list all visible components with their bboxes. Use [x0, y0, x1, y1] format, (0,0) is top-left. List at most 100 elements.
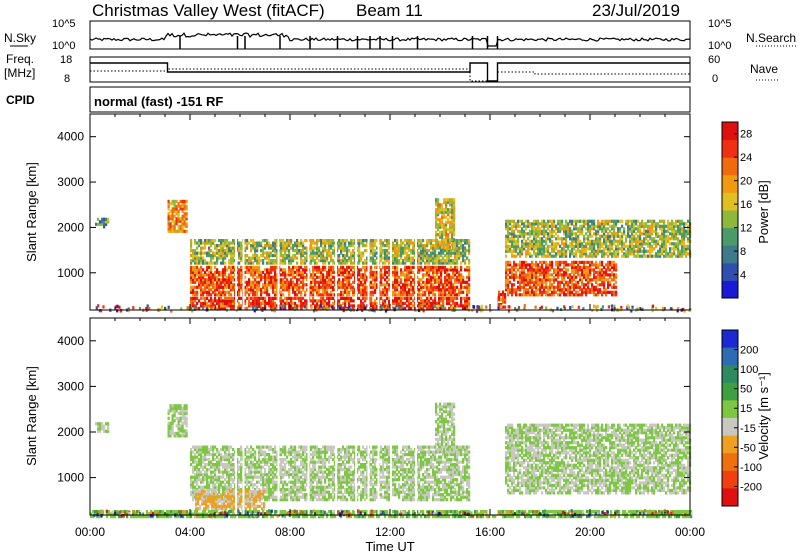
data-cell [541, 261, 543, 264]
data-cell [408, 266, 410, 269]
data-cell [595, 225, 597, 228]
data-cell [639, 255, 641, 258]
data-cell [294, 291, 296, 294]
data-cell [292, 266, 294, 269]
data-cell [272, 266, 274, 269]
data-cell [204, 278, 206, 281]
data-cell [537, 263, 539, 266]
data-cell [567, 222, 569, 225]
data-cell [350, 252, 352, 255]
data-cell [294, 271, 296, 274]
data-cell [294, 276, 296, 279]
data-cell [531, 255, 533, 258]
data-cell [296, 257, 298, 260]
data-cell [312, 266, 314, 269]
data-cell [262, 276, 264, 279]
data-cell [206, 262, 208, 265]
data-cell [665, 235, 667, 238]
data-cell [362, 266, 364, 269]
data-cell [220, 278, 222, 281]
data-cell [342, 291, 344, 294]
data-cell [190, 239, 192, 242]
data-cell [651, 245, 653, 248]
data-cell [332, 302, 334, 305]
data-cell [350, 273, 352, 276]
data-cell [450, 276, 452, 279]
data-cell [619, 247, 621, 250]
data-cell [250, 266, 252, 269]
data-cell [374, 299, 376, 302]
data-cell [447, 228, 449, 231]
data-cell [230, 297, 232, 300]
data-cell [447, 198, 449, 201]
data-cell [340, 291, 342, 294]
data-cell [428, 239, 430, 242]
data-cell [408, 254, 410, 257]
data-cell [443, 246, 445, 249]
data-cell [338, 254, 340, 257]
data-cell [256, 297, 258, 300]
data-cell [559, 245, 561, 248]
data-cell [440, 266, 442, 269]
data-cell [607, 255, 609, 258]
data-cell [238, 262, 240, 265]
data-cell [350, 297, 352, 300]
data-cell [567, 245, 569, 248]
data-cell [559, 250, 561, 253]
data-cell [97, 218, 99, 221]
noise-cell [442, 306, 444, 309]
data-cell [428, 286, 430, 289]
data-cell [677, 237, 679, 240]
data-cell [549, 220, 551, 223]
data-cell [380, 268, 382, 271]
data-cell [511, 225, 513, 228]
data-cell [412, 286, 414, 289]
data-cell [565, 293, 567, 296]
data-cell [555, 268, 557, 271]
data-cell [340, 297, 342, 300]
data-cell [449, 246, 451, 249]
data-cell [262, 291, 264, 294]
data-cell [551, 291, 553, 294]
data-cell [248, 288, 250, 291]
noise-cell [571, 305, 573, 308]
data-cell [352, 266, 354, 269]
data-cell [314, 266, 316, 269]
data-cell [645, 222, 647, 225]
data-cell [555, 252, 557, 255]
data-cell [326, 249, 328, 252]
data-cell [460, 273, 462, 276]
data-cell [655, 222, 657, 225]
data-cell [454, 297, 456, 300]
data-cell [228, 297, 230, 300]
data-cell [190, 297, 192, 300]
data-cell [673, 242, 675, 245]
data-cell [392, 281, 394, 284]
data-cell [621, 255, 623, 258]
data-cell [531, 261, 533, 264]
data-cell [380, 239, 382, 242]
data-cell [573, 237, 575, 240]
data-cell [328, 262, 330, 265]
data-cell [208, 239, 210, 242]
data-cell [502, 291, 504, 294]
data-cell [184, 230, 186, 233]
data-cell [527, 220, 529, 223]
data-cell [545, 237, 547, 240]
data-cell [439, 203, 441, 206]
data-cell [248, 242, 250, 245]
data-cell [511, 283, 513, 286]
data-cell [645, 250, 647, 253]
data-cell [202, 242, 204, 245]
data-cell [464, 259, 466, 262]
data-cell [280, 291, 282, 294]
data-cell [434, 297, 436, 300]
data-cell [350, 283, 352, 286]
data-cell [611, 220, 613, 223]
data-cell [675, 242, 677, 245]
data-cell [589, 288, 591, 291]
data-cell [280, 239, 282, 242]
data-cell [569, 250, 571, 253]
data-cell [202, 268, 204, 271]
data-cell [519, 230, 521, 233]
